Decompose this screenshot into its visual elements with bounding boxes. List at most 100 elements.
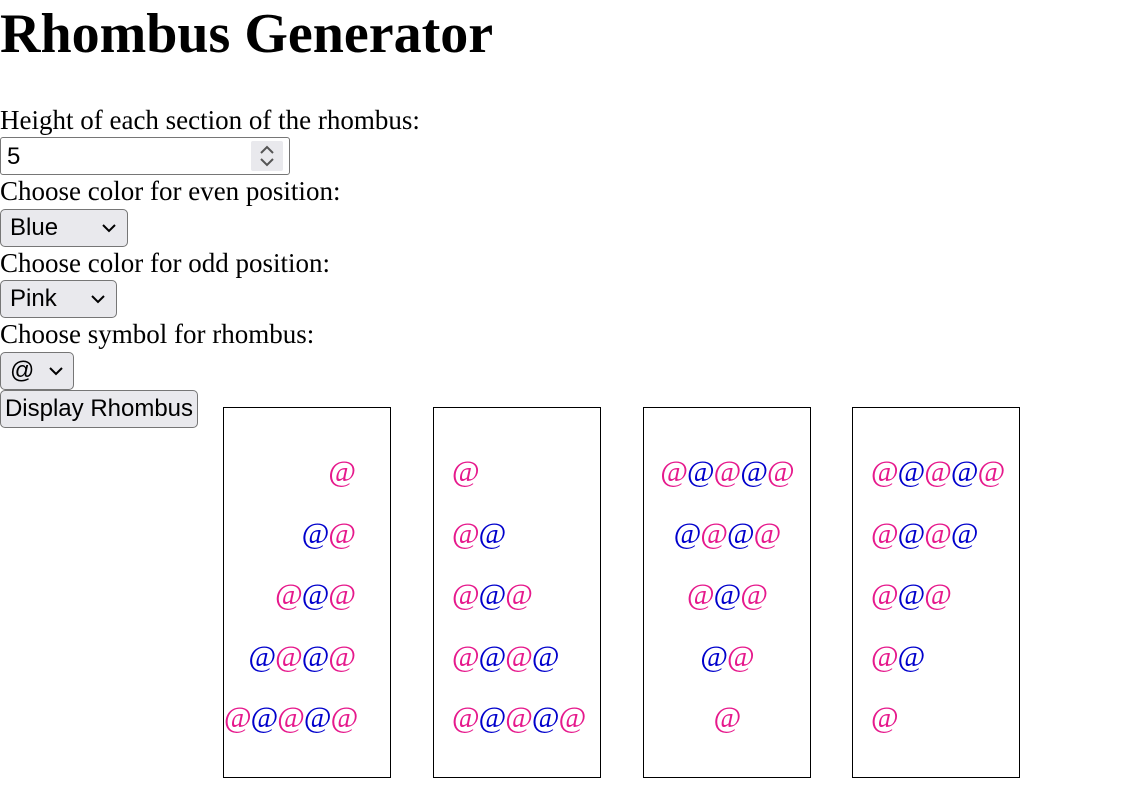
rhombus-symbol-odd: @ bbox=[977, 455, 1006, 488]
symbol-label: Choose symbol for rhombus: bbox=[0, 319, 315, 349]
even-color-label: Choose color for even position: bbox=[0, 176, 341, 206]
chevron-down-icon bbox=[91, 295, 105, 304]
rhombus-row: @@@@ bbox=[224, 639, 390, 675]
rhombus-row: @@@ bbox=[853, 577, 1019, 613]
rhombus-symbol-odd: @ bbox=[871, 639, 899, 673]
rhombus-symbol-odd: @ bbox=[924, 455, 952, 488]
rhombus-symbol-odd: @ bbox=[452, 701, 480, 734]
rhombus-row: @@@ bbox=[434, 577, 600, 613]
rhombus-symbol-odd: @ bbox=[328, 455, 356, 488]
rhombus-symbol-odd: @ bbox=[505, 578, 533, 611]
rhombus-symbol-odd: @ bbox=[505, 639, 533, 673]
height-input[interactable]: 5 bbox=[0, 137, 290, 175]
rhombus-symbol-odd: @ bbox=[713, 701, 742, 734]
rhombus-symbol-odd: @ bbox=[224, 701, 252, 734]
rhombus-symbol-odd: @ bbox=[924, 578, 952, 611]
rhombus-symbol-even: @ bbox=[478, 701, 507, 734]
height-label: Height of each section of the rhombus: bbox=[0, 105, 420, 135]
rhombus-row: @@@@ bbox=[644, 516, 810, 552]
rhombus-panel-upper-left: @ @@ @@@ @@@@ @@@@@ bbox=[223, 407, 391, 778]
rhombus-symbol-even: @ bbox=[740, 455, 768, 488]
rhombus-symbol-odd: @ bbox=[452, 516, 480, 550]
even-color-value: Blue bbox=[10, 214, 59, 241]
rhombus-row: @@@@ bbox=[853, 516, 1019, 552]
rhombus-row: @@@@@ bbox=[644, 454, 810, 490]
spinner-arrows-icon[interactable] bbox=[251, 141, 283, 171]
rhombus-symbol-odd: @ bbox=[871, 516, 899, 550]
rhombus-symbol-odd: @ bbox=[328, 516, 356, 550]
odd-color-select[interactable]: Pink bbox=[0, 280, 117, 318]
rhombus-panel-lower-left: @@@@@ @@@@ @@@ @@ @ bbox=[643, 407, 811, 778]
rhombus-symbol-odd: @ bbox=[330, 701, 359, 734]
rhombus-row: @@ bbox=[224, 516, 390, 552]
rhombus-symbol-odd: @ bbox=[740, 578, 768, 611]
rhombus-symbol-odd: @ bbox=[687, 578, 715, 611]
rhombus-symbol-even: @ bbox=[950, 455, 979, 488]
rhombus-row: @@@@@ bbox=[853, 454, 1019, 490]
symbol-select[interactable]: @ bbox=[0, 352, 74, 390]
rhombus-row: @ bbox=[644, 700, 810, 736]
rhombus-symbol-even: @ bbox=[687, 455, 715, 488]
rhombus-row: @ bbox=[224, 454, 390, 490]
rhombus-symbol-even: @ bbox=[897, 455, 926, 488]
rhombus-symbol-odd: @ bbox=[452, 455, 480, 488]
display-rhombus-button[interactable]: Display Rhombus bbox=[0, 390, 198, 428]
rhombus-symbol-even: @ bbox=[478, 578, 507, 611]
rhombus-symbol-even: @ bbox=[673, 516, 702, 550]
rhombus-symbol-odd: @ bbox=[660, 455, 688, 488]
even-color-select[interactable]: Blue bbox=[0, 209, 128, 247]
rhombus-symbol-odd: @ bbox=[328, 639, 356, 673]
rhombus-symbol-odd: @ bbox=[328, 578, 356, 611]
rhombus-symbol-even: @ bbox=[303, 701, 332, 734]
rhombus-symbol-odd: @ bbox=[871, 578, 899, 611]
rhombus-symbol-odd: @ bbox=[871, 455, 899, 488]
rhombus-symbol-even: @ bbox=[950, 516, 979, 550]
rhombus-symbol-odd: @ bbox=[275, 639, 303, 673]
rhombus-symbol-odd: @ bbox=[558, 701, 587, 734]
rhombus-symbol-odd: @ bbox=[713, 455, 742, 488]
rhombus-symbol-even: @ bbox=[897, 578, 926, 611]
rhombus-symbol-odd: @ bbox=[452, 578, 480, 611]
rhombus-symbol-odd: @ bbox=[766, 455, 795, 488]
odd-color-value: Pink bbox=[10, 285, 57, 312]
rhombus-row: @@@@ bbox=[434, 639, 600, 675]
rhombus-symbol-even: @ bbox=[301, 639, 330, 673]
rhombus-symbol-odd: @ bbox=[275, 578, 303, 611]
rhombus-row: @@ bbox=[434, 516, 600, 552]
rhombus-symbol-even: @ bbox=[713, 578, 742, 611]
rhombus-symbol-odd: @ bbox=[505, 701, 533, 734]
rhombus-symbol-even: @ bbox=[250, 701, 279, 734]
rhombus-symbol-even: @ bbox=[478, 516, 507, 550]
chevron-down-icon bbox=[102, 224, 116, 233]
odd-color-label: Choose color for odd position: bbox=[0, 248, 330, 278]
rhombus-row: @@@ bbox=[644, 577, 810, 613]
rhombus-symbol-odd: @ bbox=[753, 516, 782, 550]
rhombus-symbol-odd: @ bbox=[452, 639, 480, 673]
chevron-down-icon bbox=[49, 367, 63, 376]
rhombus-symbol-even: @ bbox=[700, 639, 728, 673]
rhombus-row: @@@@@ bbox=[224, 700, 390, 736]
rhombus-symbol-even: @ bbox=[248, 639, 276, 673]
rhombus-symbol-odd: @ bbox=[277, 701, 305, 734]
rhombus-symbol-odd: @ bbox=[700, 516, 728, 550]
rhombus-symbol-even: @ bbox=[897, 639, 926, 673]
rhombus-symbol-even: @ bbox=[897, 516, 926, 550]
rhombus-symbol-odd: @ bbox=[871, 701, 899, 734]
height-value: 5 bbox=[7, 143, 21, 170]
rhombus-row: @ bbox=[434, 454, 600, 490]
rhombus-row: @@@@@ bbox=[434, 700, 600, 736]
rhombus-symbol-even: @ bbox=[478, 639, 507, 673]
rhombus-symbol-odd: @ bbox=[924, 516, 952, 550]
rhombus-symbol-even: @ bbox=[727, 516, 755, 550]
rhombus-row: @ bbox=[853, 700, 1019, 736]
rhombus-symbol-even: @ bbox=[301, 516, 330, 550]
page-title: Rhombus Generator bbox=[0, 3, 494, 65]
rhombus-row: @@ bbox=[644, 639, 810, 675]
rhombus-symbol-odd: @ bbox=[727, 639, 755, 673]
rhombus-panel-upper-right: @ @@ @@@ @@@@ @@@@@ bbox=[433, 407, 601, 778]
symbol-value: @ bbox=[10, 357, 35, 384]
rhombus-row: @@@ bbox=[224, 577, 390, 613]
rhombus-symbol-even: @ bbox=[531, 701, 560, 734]
rhombus-symbol-even: @ bbox=[531, 639, 560, 673]
rhombus-row: @@ bbox=[853, 639, 1019, 675]
